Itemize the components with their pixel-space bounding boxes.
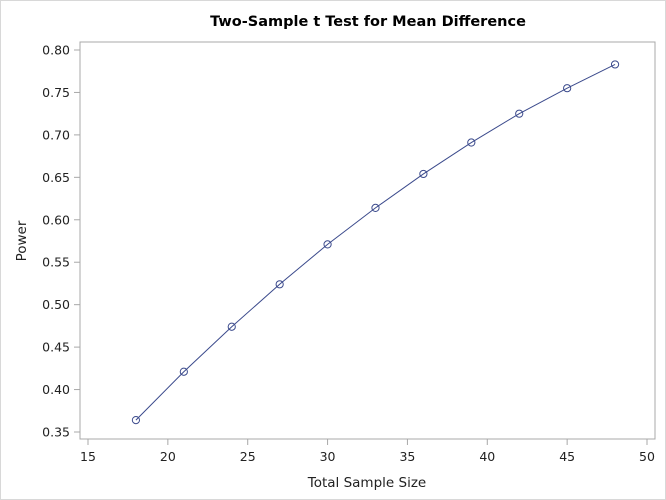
x-tick-label: 35 — [399, 449, 415, 464]
data-point — [179, 367, 188, 376]
data-point — [515, 109, 524, 118]
x-tick-label: 15 — [80, 449, 96, 464]
y-tick-label: 0.75 — [42, 85, 70, 100]
x-tick-label: 20 — [160, 449, 176, 464]
y-axis-label: Power — [14, 220, 30, 261]
plot-frame — [79, 41, 656, 440]
data-point — [275, 280, 284, 289]
y-tick-label: 0.80 — [42, 43, 70, 58]
x-tick-label: 50 — [639, 449, 655, 464]
x-tick-label: 30 — [320, 449, 336, 464]
data-point — [563, 84, 572, 93]
y-tick-label: 0.50 — [42, 297, 70, 312]
data-point — [323, 240, 332, 249]
y-tick-label: 0.55 — [42, 255, 70, 270]
data-point — [131, 416, 141, 425]
y-tick-label: 0.65 — [42, 170, 70, 185]
y-tick-label: 0.40 — [42, 382, 70, 397]
data-point — [371, 203, 380, 212]
y-tick-label: 0.35 — [42, 425, 70, 440]
y-tick-label: 0.60 — [42, 212, 70, 227]
y-tick-label: 0.45 — [42, 340, 70, 355]
data-point — [467, 138, 476, 147]
series-line — [135, 63, 616, 421]
chart-title: Two-Sample t Test for Mean Difference — [210, 14, 526, 30]
data-point — [419, 169, 428, 179]
x-tick-label: 25 — [240, 449, 256, 464]
x-tick-label: 45 — [559, 449, 575, 464]
y-tick-label: 0.70 — [42, 127, 70, 142]
data-point — [610, 60, 620, 69]
data-point — [227, 322, 236, 331]
x-tick-label: 40 — [479, 449, 495, 464]
x-axis-label: Total Sample Size — [307, 475, 426, 491]
